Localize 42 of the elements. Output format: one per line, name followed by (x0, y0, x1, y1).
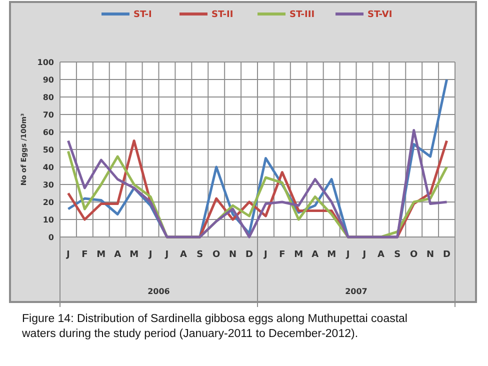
x-tick-label: M (327, 250, 336, 260)
x-tick-label: N (229, 250, 237, 260)
y-tick-label: 70 (42, 110, 54, 120)
caption: Figure 14: Distribution of Sardinella gibbosa eggs along Muthupettai coastal waters during the study period (January-2011 to December-2012). (21, 313, 408, 340)
x-tick-label: M (294, 250, 304, 260)
x-tick-label: A (114, 250, 122, 260)
y-tick-label: 80 (42, 92, 54, 102)
x-tick-label: A (180, 250, 187, 260)
x-tick-label: D (246, 250, 254, 260)
x-tick-label: D (443, 250, 451, 260)
text: 2006 (148, 287, 170, 296)
x-tick-label: O (212, 250, 221, 260)
x-tick-label: N (426, 250, 434, 260)
y-tick-label: 100 (37, 58, 54, 67)
x-tick-label: J (164, 250, 169, 260)
y-tick-label: 10 (42, 215, 54, 224)
legend-label: ST-I (134, 10, 152, 20)
legend-label: ST-II (212, 10, 234, 20)
y-tick-label: 60 (42, 128, 54, 137)
x-tick-label: M (130, 250, 139, 260)
x-tick-label: F (279, 250, 286, 260)
legend-label: ST-III (290, 10, 315, 20)
x-tick-label: S (394, 250, 401, 260)
x-tick-label: J (66, 250, 70, 260)
x-tick-label: J (362, 250, 366, 260)
text: 2007 (345, 287, 368, 296)
y-tick-label: 90 (42, 75, 54, 84)
x-tick-label: J (148, 250, 152, 260)
x-tick-label: O (410, 250, 418, 260)
x-tick-label: F (82, 250, 88, 260)
x-tick-label: J (263, 250, 268, 260)
y-tick-label: 30 (42, 180, 54, 190)
y-tick-label: 40 (42, 162, 54, 172)
x-tick-label: M (96, 250, 106, 260)
y-tick-label: 50 (42, 145, 54, 154)
x-tick-label: J (345, 250, 350, 260)
x-tick-label: A (377, 250, 384, 260)
x-tick-label: S (196, 250, 204, 260)
y-tick-label: 0 (48, 232, 54, 242)
legend-label: ST-VI (368, 10, 392, 20)
y-tick-label: 20 (42, 198, 54, 207)
x-tick-label: A (312, 250, 319, 260)
